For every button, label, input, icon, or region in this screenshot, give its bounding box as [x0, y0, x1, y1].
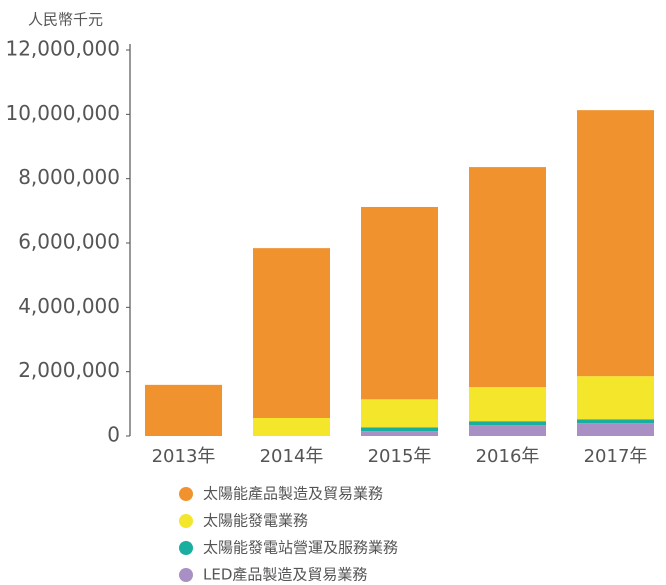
x-tick-label: 2016年 — [476, 446, 540, 467]
bar-segment — [469, 387, 546, 422]
y-tick-label: 12,000,000 — [5, 37, 120, 61]
bar-segment — [577, 110, 654, 377]
legend-swatch — [179, 487, 193, 501]
y-tick-label: 0 — [107, 423, 120, 447]
legend-label: 太陽能發電業務 — [203, 512, 308, 530]
legend-label: 太陽能發電站營運及服務業務 — [203, 539, 398, 557]
bar-segment — [469, 425, 546, 436]
bar-segment — [469, 421, 546, 426]
y-tick-label: 10,000,000 — [5, 101, 120, 125]
bar-segment — [361, 206, 438, 400]
x-tick-label: 2017年 — [584, 446, 648, 467]
legend-swatch — [179, 514, 193, 528]
bar-segment — [361, 399, 438, 428]
bar-segment — [577, 376, 654, 420]
y-tick-label: 2,000,000 — [18, 358, 120, 382]
bar-segment — [469, 167, 546, 388]
x-tick-label: 2015年 — [368, 446, 432, 467]
bar-segment — [361, 431, 438, 436]
bar-segment — [361, 427, 438, 432]
legend-swatch — [179, 541, 193, 555]
y-tick-label: 6,000,000 — [18, 230, 120, 254]
x-tick-label: 2013年 — [152, 446, 216, 467]
x-tick-label: 2014年 — [260, 446, 324, 467]
y-tick-label: 8,000,000 — [18, 165, 120, 189]
legend-swatch — [179, 568, 193, 582]
legend-label: 太陽能產品製造及貿易業務 — [203, 485, 383, 503]
y-tick-label: 4,000,000 — [18, 294, 120, 318]
y-axis-label: 人民幣千元 — [28, 11, 103, 29]
bar-segment — [253, 248, 330, 418]
bar-segment — [577, 419, 654, 424]
legend-label: LED產品製造及貿易業務 — [203, 566, 367, 584]
bar-segment — [145, 384, 222, 436]
bar-segment — [253, 417, 330, 436]
bar-segment — [577, 423, 654, 436]
